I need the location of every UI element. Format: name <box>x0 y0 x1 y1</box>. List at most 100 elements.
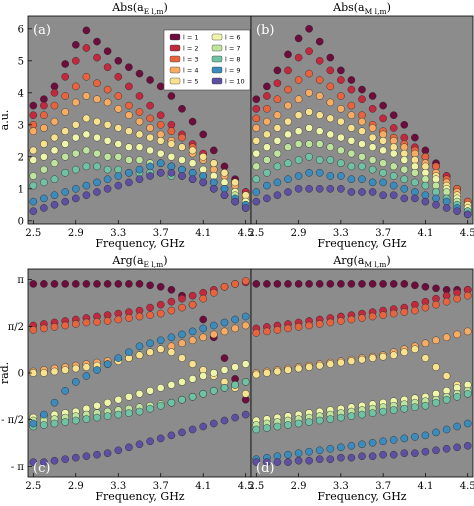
panel-c-point-1 <box>199 315 207 324</box>
panel-b-point-9 <box>421 191 430 199</box>
panel-b-point-6 <box>411 162 419 171</box>
panel-a-point-10 <box>209 184 218 193</box>
panel-a-point-10 <box>93 188 101 196</box>
panel-b-point-6 <box>263 143 271 151</box>
panel-d-point-10 <box>294 456 303 465</box>
panel-d-point-8 <box>347 412 356 420</box>
legend-label: l = 10 <box>225 78 245 86</box>
panel-b-point-8 <box>252 175 261 183</box>
panel-c-point-1 <box>135 280 144 288</box>
panel-d-point-8 <box>273 422 282 431</box>
panel-a-point-9 <box>188 168 197 177</box>
y-tick-label: 0 <box>18 369 24 380</box>
panel-c-point-10 <box>178 428 186 437</box>
panel-a-point-8 <box>29 181 38 190</box>
panel-b-point-1 <box>337 66 345 75</box>
panel-b-point-7 <box>368 156 377 164</box>
panel-d-point-1 <box>252 280 261 288</box>
panel-b-point-10 <box>368 188 377 196</box>
panel-a-point-5 <box>72 121 80 129</box>
panel-c-point-8 <box>114 410 123 419</box>
panel-d-point-8 <box>411 403 419 412</box>
panel-a-point-2 <box>72 57 80 65</box>
panel-a-point-7 <box>93 149 101 158</box>
panel-d-point-9 <box>442 425 451 434</box>
panel-b-point-9 <box>273 178 282 187</box>
panel-c-point-2 <box>178 294 186 303</box>
panel-c-point-8 <box>103 412 112 420</box>
panel-d-point-3 <box>411 306 419 315</box>
panel-b-point-3 <box>315 76 324 84</box>
panel-d-point-5 <box>432 363 440 371</box>
panel-a-point-2 <box>93 53 101 62</box>
panel-a-legend: l = 1 l = 2 l = 3 l = 4 l = 5 l = 6 l = 7 l = 8… <box>163 29 251 91</box>
panel-a-point-10 <box>156 168 165 177</box>
panel-d-point-5 <box>263 369 271 377</box>
panel-b-point-2 <box>379 114 387 123</box>
panel-a-point-10 <box>114 181 123 190</box>
panel-a-point-9 <box>103 175 112 183</box>
panel-b-point-7 <box>421 175 430 183</box>
x-tick-label: 3.3 <box>110 481 126 492</box>
panel-a-x-ticks: 2.5 2.9 3.3 3.7 4.1 4.5 <box>25 220 254 239</box>
panel-a-point-9 <box>125 168 133 177</box>
panel-d-point-10 <box>368 452 377 461</box>
panel-b: Abs(aM l,m) 2.5 2.9 3.3 3.7 4.1 4.5 (b) Frequ… <box>248 1 474 250</box>
panel-d-point-1 <box>347 280 356 288</box>
panel-b-point-7 <box>379 159 387 167</box>
panel-a-point-3 <box>125 101 133 110</box>
panel-b-point-9 <box>284 175 292 183</box>
panel-b-point-2 <box>389 124 398 132</box>
panel-a-point-6 <box>72 133 80 142</box>
panel-b-point-10 <box>432 200 440 209</box>
panel-a-point-4 <box>135 117 144 126</box>
panel-a-point-6 <box>103 136 112 145</box>
panel-a-point-4 <box>82 92 91 100</box>
panel-b-point-7 <box>294 140 303 148</box>
panel-d-point-5 <box>294 364 303 373</box>
panel-d-point-3 <box>347 315 356 324</box>
panel-a-y-label: a.u. <box>0 110 11 131</box>
panel-d-point-5 <box>315 361 324 370</box>
panel-d-point-3 <box>337 317 345 325</box>
panel-a-point-7 <box>135 156 144 164</box>
panel-b-point-8 <box>337 159 345 167</box>
panel-a-point-7 <box>61 152 69 161</box>
panel-b-point-6 <box>389 149 398 158</box>
panel-c-point-3 <box>220 282 229 291</box>
panel-b-point-2 <box>294 53 303 62</box>
panel-d-point-10 <box>252 458 261 466</box>
panel-d-point-4 <box>463 327 472 336</box>
panel-d-point-3 <box>368 312 377 321</box>
panel-b-point-7 <box>358 152 366 161</box>
panel-c-point-3 <box>103 317 112 325</box>
panel-d-point-8 <box>284 421 292 429</box>
panel-a-point-9 <box>135 165 144 174</box>
panel-a-point-7 <box>40 165 48 174</box>
panel-d-point-5 <box>305 363 313 371</box>
panel-d-point-3 <box>284 324 292 333</box>
panel-a-point-1 <box>167 92 176 100</box>
panel-d-point-3 <box>263 327 271 336</box>
panel-d-point-8 <box>368 409 377 417</box>
x-tick-label: 3.3 <box>333 481 349 492</box>
panel-a-point-10 <box>178 172 186 180</box>
panel-d-point-3 <box>294 323 303 331</box>
panel-b-point-7 <box>442 188 451 196</box>
panel-c-point-9 <box>29 419 38 428</box>
panel-b-point-8 <box>400 175 409 183</box>
panel-d-point-10 <box>421 447 430 456</box>
panel-b-point-1 <box>358 85 366 94</box>
panel-b-point-4 <box>273 111 282 119</box>
legend-swatch <box>211 77 223 85</box>
panel-a-point-6 <box>167 152 176 161</box>
panel-d-point-1 <box>358 280 366 288</box>
panel-a-point-9 <box>50 191 59 199</box>
panel-a-point-5 <box>220 168 229 177</box>
panel-c-point-10 <box>188 425 197 434</box>
panel-b-point-8 <box>326 156 335 164</box>
panel-a-point-1 <box>72 41 80 49</box>
panel-a-point-4 <box>146 124 154 132</box>
y-tick-label: 0 <box>18 216 24 227</box>
